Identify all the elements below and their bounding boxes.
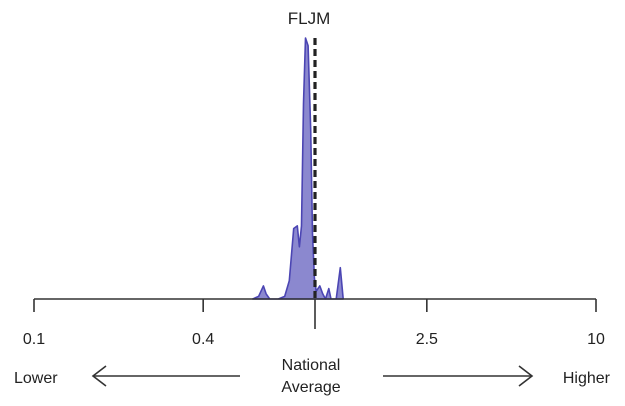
x-tick-label-2: 2.5 — [416, 331, 438, 348]
density-layer — [251, 37, 344, 300]
lower-label: Lower — [14, 370, 58, 387]
density-area-0 — [251, 37, 344, 300]
direction-legend: Lower National Average Higher — [14, 357, 611, 396]
national-average-line2: Average — [281, 379, 340, 396]
chart-title: FLJM — [288, 9, 331, 28]
higher-label: Higher — [563, 370, 611, 387]
x-tick-label-0: 0.1 — [23, 331, 45, 348]
right-arrow-icon — [383, 365, 534, 387]
national-average-line1: National — [282, 357, 341, 374]
x-tick-label-1: 0.4 — [192, 331, 214, 348]
left-arrow-icon — [91, 365, 240, 387]
x-tick-label-3: 10 — [587, 331, 605, 348]
x-axis: 0.1 0.4 2.5 10 — [23, 298, 605, 348]
